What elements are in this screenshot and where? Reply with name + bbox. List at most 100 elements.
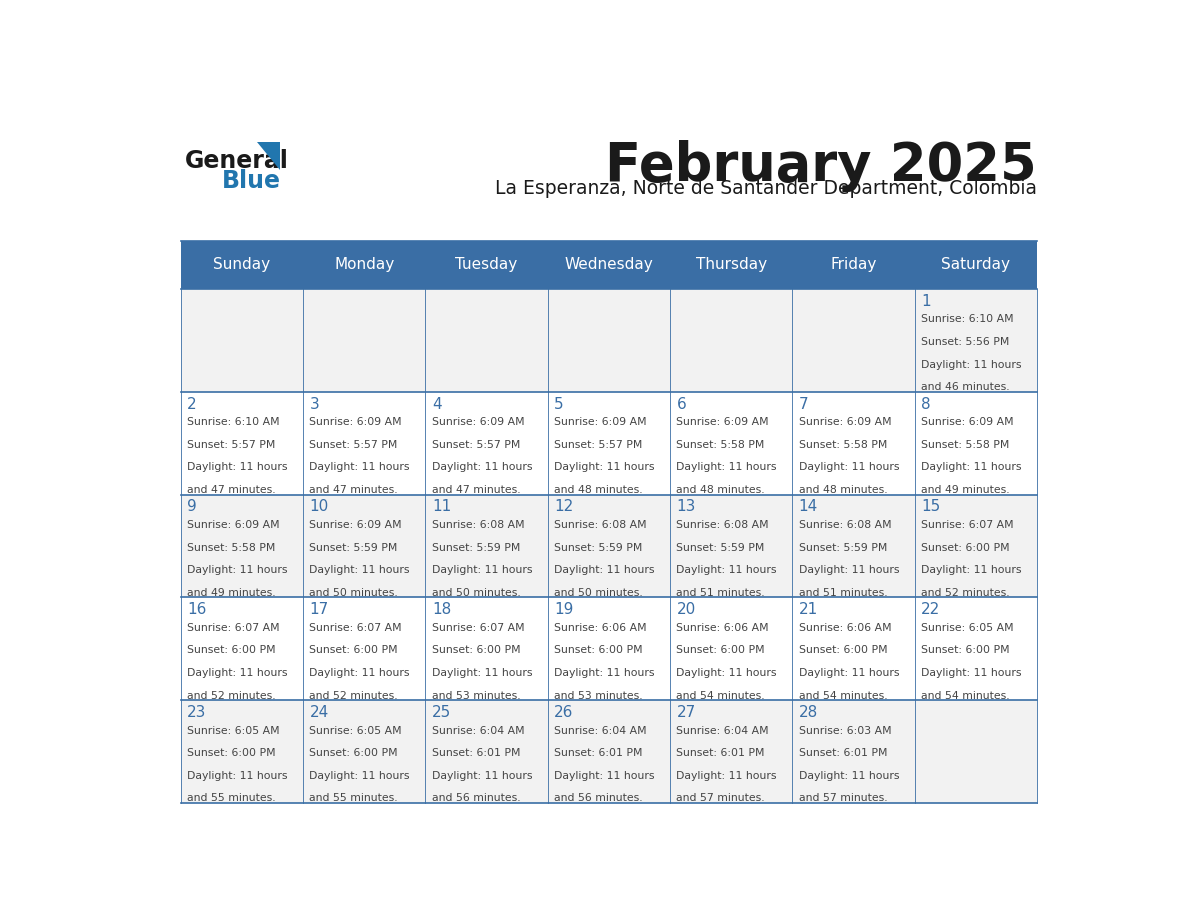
Text: Sunset: 6:00 PM: Sunset: 6:00 PM <box>188 748 276 758</box>
Text: Daylight: 11 hours: Daylight: 11 hours <box>676 771 777 781</box>
Text: and 49 minutes.: and 49 minutes. <box>921 485 1010 495</box>
Text: Daylight: 11 hours: Daylight: 11 hours <box>921 565 1022 576</box>
Text: February 2025: February 2025 <box>606 140 1037 192</box>
Text: and 50 minutes.: and 50 minutes. <box>310 588 398 598</box>
Text: Sunset: 6:00 PM: Sunset: 6:00 PM <box>921 645 1010 655</box>
Text: and 47 minutes.: and 47 minutes. <box>188 485 276 495</box>
Text: Sunset: 6:01 PM: Sunset: 6:01 PM <box>431 748 520 758</box>
Text: Daylight: 11 hours: Daylight: 11 hours <box>188 565 287 576</box>
Text: Sunrise: 6:09 AM: Sunrise: 6:09 AM <box>310 417 402 427</box>
Text: Daylight: 11 hours: Daylight: 11 hours <box>798 463 899 473</box>
Text: Sunset: 5:57 PM: Sunset: 5:57 PM <box>431 440 520 450</box>
Text: Daylight: 11 hours: Daylight: 11 hours <box>798 668 899 678</box>
Text: 12: 12 <box>554 499 574 514</box>
Text: General: General <box>185 149 289 173</box>
Text: Tuesday: Tuesday <box>455 257 518 273</box>
Text: Sunrise: 6:09 AM: Sunrise: 6:09 AM <box>431 417 524 427</box>
Text: 2: 2 <box>188 397 197 411</box>
Text: and 54 minutes.: and 54 minutes. <box>798 690 887 700</box>
Text: Sunrise: 6:07 AM: Sunrise: 6:07 AM <box>310 622 402 633</box>
Text: 9: 9 <box>188 499 197 514</box>
Text: and 55 minutes.: and 55 minutes. <box>188 793 276 803</box>
Text: 22: 22 <box>921 602 941 617</box>
Text: Sunset: 5:57 PM: Sunset: 5:57 PM <box>554 440 643 450</box>
Text: Sunrise: 6:06 AM: Sunrise: 6:06 AM <box>798 622 891 633</box>
Text: Sunset: 6:01 PM: Sunset: 6:01 PM <box>554 748 643 758</box>
Text: Sunset: 5:59 PM: Sunset: 5:59 PM <box>798 543 887 553</box>
Text: Daylight: 11 hours: Daylight: 11 hours <box>310 771 410 781</box>
Text: Sunset: 6:00 PM: Sunset: 6:00 PM <box>310 748 398 758</box>
Text: Sunrise: 6:07 AM: Sunrise: 6:07 AM <box>431 622 524 633</box>
Text: Sunrise: 6:09 AM: Sunrise: 6:09 AM <box>921 417 1013 427</box>
Text: 11: 11 <box>431 499 451 514</box>
Text: Sunset: 5:59 PM: Sunset: 5:59 PM <box>310 543 398 553</box>
Text: Saturday: Saturday <box>941 257 1010 273</box>
Text: Sunrise: 6:10 AM: Sunrise: 6:10 AM <box>921 315 1013 324</box>
Text: Sunrise: 6:09 AM: Sunrise: 6:09 AM <box>188 520 280 530</box>
Text: Sunrise: 6:06 AM: Sunrise: 6:06 AM <box>554 622 646 633</box>
Text: Sunrise: 6:09 AM: Sunrise: 6:09 AM <box>798 417 891 427</box>
Text: 3: 3 <box>310 397 320 411</box>
Text: 13: 13 <box>676 499 696 514</box>
Text: Friday: Friday <box>830 257 877 273</box>
Text: Sunrise: 6:08 AM: Sunrise: 6:08 AM <box>431 520 524 530</box>
Text: Daylight: 11 hours: Daylight: 11 hours <box>310 668 410 678</box>
Text: 15: 15 <box>921 499 941 514</box>
Text: Daylight: 11 hours: Daylight: 11 hours <box>676 668 777 678</box>
Text: and 50 minutes.: and 50 minutes. <box>554 588 643 598</box>
Text: Sunset: 6:00 PM: Sunset: 6:00 PM <box>310 645 398 655</box>
Bar <box>181 598 1037 700</box>
Text: and 52 minutes.: and 52 minutes. <box>188 690 276 700</box>
Text: and 55 minutes.: and 55 minutes. <box>310 793 398 803</box>
Text: Sunrise: 6:07 AM: Sunrise: 6:07 AM <box>188 622 280 633</box>
Text: 17: 17 <box>310 602 329 617</box>
Text: 10: 10 <box>310 499 329 514</box>
Text: 5: 5 <box>554 397 564 411</box>
Text: Sunset: 5:57 PM: Sunset: 5:57 PM <box>310 440 398 450</box>
Text: Sunset: 6:00 PM: Sunset: 6:00 PM <box>554 645 643 655</box>
Text: Sunday: Sunday <box>214 257 271 273</box>
Text: Daylight: 11 hours: Daylight: 11 hours <box>554 668 655 678</box>
Text: Wednesday: Wednesday <box>564 257 653 273</box>
Text: Sunrise: 6:09 AM: Sunrise: 6:09 AM <box>310 520 402 530</box>
Text: Sunrise: 6:05 AM: Sunrise: 6:05 AM <box>921 622 1013 633</box>
Text: Daylight: 11 hours: Daylight: 11 hours <box>431 771 532 781</box>
Text: Sunset: 5:58 PM: Sunset: 5:58 PM <box>188 543 276 553</box>
Text: 1: 1 <box>921 294 930 309</box>
Text: Sunrise: 6:09 AM: Sunrise: 6:09 AM <box>676 417 769 427</box>
Text: Sunset: 5:59 PM: Sunset: 5:59 PM <box>676 543 765 553</box>
Text: 7: 7 <box>798 397 808 411</box>
Text: and 48 minutes.: and 48 minutes. <box>554 485 643 495</box>
Text: Sunrise: 6:04 AM: Sunrise: 6:04 AM <box>431 725 524 735</box>
Bar <box>181 495 1037 598</box>
Text: and 47 minutes.: and 47 minutes. <box>431 485 520 495</box>
Text: and 52 minutes.: and 52 minutes. <box>310 690 398 700</box>
Text: and 49 minutes.: and 49 minutes. <box>188 588 276 598</box>
Text: 8: 8 <box>921 397 930 411</box>
Text: Daylight: 11 hours: Daylight: 11 hours <box>921 360 1022 370</box>
Text: 14: 14 <box>798 499 819 514</box>
Text: 27: 27 <box>676 705 696 720</box>
Text: Daylight: 11 hours: Daylight: 11 hours <box>798 565 899 576</box>
Text: and 51 minutes.: and 51 minutes. <box>676 588 765 598</box>
Text: Daylight: 11 hours: Daylight: 11 hours <box>554 771 655 781</box>
Text: and 52 minutes.: and 52 minutes. <box>921 588 1010 598</box>
Text: and 56 minutes.: and 56 minutes. <box>431 793 520 803</box>
Text: Sunrise: 6:06 AM: Sunrise: 6:06 AM <box>676 622 769 633</box>
Text: 21: 21 <box>798 602 819 617</box>
Text: Daylight: 11 hours: Daylight: 11 hours <box>431 668 532 678</box>
Text: Sunset: 6:00 PM: Sunset: 6:00 PM <box>798 645 887 655</box>
Text: 20: 20 <box>676 602 696 617</box>
Text: and 57 minutes.: and 57 minutes. <box>798 793 887 803</box>
Text: Blue: Blue <box>222 169 282 193</box>
Text: 26: 26 <box>554 705 574 720</box>
Bar <box>181 392 1037 495</box>
Bar <box>181 241 1037 289</box>
Text: Sunset: 6:01 PM: Sunset: 6:01 PM <box>798 748 887 758</box>
Text: and 53 minutes.: and 53 minutes. <box>431 690 520 700</box>
Text: Sunset: 5:58 PM: Sunset: 5:58 PM <box>676 440 765 450</box>
Text: Daylight: 11 hours: Daylight: 11 hours <box>676 565 777 576</box>
Text: La Esperanza, Norte de Santander Department, Colombia: La Esperanza, Norte de Santander Departm… <box>495 179 1037 198</box>
Text: Daylight: 11 hours: Daylight: 11 hours <box>676 463 777 473</box>
Text: Daylight: 11 hours: Daylight: 11 hours <box>188 668 287 678</box>
